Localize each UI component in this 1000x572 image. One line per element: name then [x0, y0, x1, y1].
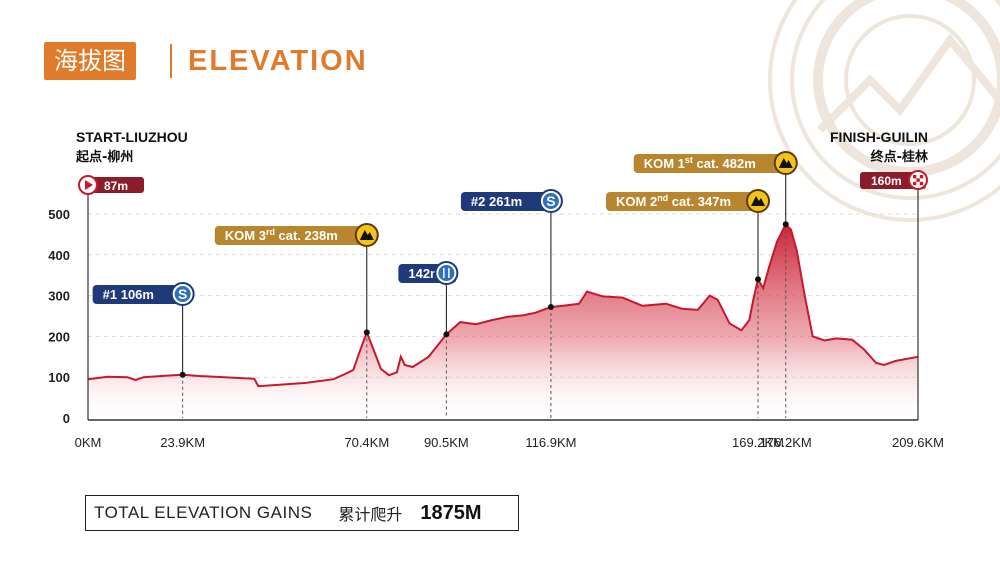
page-title: ELEVATION	[188, 45, 368, 77]
marker-label: #1 106m S	[92, 282, 195, 306]
marker-text: KOM 2nd cat. 347m	[616, 193, 731, 209]
total-elevation-box: TOTAL ELEVATION GAINS 累计爬升 1875M	[85, 495, 519, 531]
title-chinese: 海拔图	[44, 42, 136, 80]
marker-badge	[633, 154, 784, 173]
marker-badge	[214, 226, 365, 245]
marker-label: KOM 2nd cat. 347m	[606, 189, 771, 213]
marker-text: #2 261m	[471, 194, 522, 209]
y-tick-label: 200	[48, 329, 70, 344]
total-elevation-value: 1875M	[420, 501, 482, 524]
mountain-icon-shape	[778, 158, 793, 168]
marker-dot	[443, 331, 450, 338]
marker-dot	[363, 329, 370, 336]
marker-label: KOM 1st cat. 482m	[633, 151, 798, 175]
x-tick-label: 209.6KM	[892, 435, 944, 450]
finish-label-cn: 终点-桂林	[871, 149, 928, 165]
feed-icon-inner	[438, 265, 455, 281]
marker-label: KOM 3rd cat. 238m	[214, 223, 379, 247]
marker-label: 142m	[398, 261, 459, 285]
play-icon-triangle	[85, 180, 93, 190]
marker-text: KOM 1st cat. 482m	[644, 155, 756, 171]
x-axis-ticks: 0KM 23.9KM 70.4KM 90.5KM 116.9KM 169.2KM176.2…	[75, 435, 944, 450]
total-elevation-label: TOTAL ELEVATION GAINS	[94, 503, 313, 522]
sprint-s-icon: S	[178, 286, 187, 302]
x-tick-label: 0KM	[75, 435, 102, 450]
marker-badge	[92, 285, 181, 304]
marker-text: #1 106m	[103, 287, 154, 302]
marker-text: KOM 3rd cat. 238m	[225, 227, 338, 243]
elevation-area	[88, 224, 918, 418]
start-elevation: 87m	[104, 179, 128, 193]
start-elevation-badge	[82, 177, 144, 193]
finish-label: FINISH-GUILIN	[830, 129, 928, 145]
checkered-square	[919, 181, 924, 186]
y-tick-label: 500	[48, 207, 70, 222]
y-tick-label: 100	[48, 370, 70, 385]
start-label-cn: 起点-柳州	[75, 149, 133, 165]
checkered-square	[913, 181, 917, 186]
x-axis	[87, 180, 919, 421]
marker-text: 142m	[408, 266, 441, 281]
marker-dot	[755, 276, 762, 283]
marker-badge	[606, 192, 757, 211]
checkered-square	[919, 175, 924, 179]
start-finish: START-LIUZHOU 起点-柳州 87m FINISH-GUILIN 终点-桂林 1…	[75, 129, 928, 195]
x-tick-label: 116.9KM	[525, 435, 576, 450]
marker-dot	[782, 221, 789, 228]
checkered-square	[913, 175, 917, 179]
y-axis: 0 100 200 300 400 500	[48, 207, 70, 426]
marker-dot	[179, 371, 186, 378]
mountain-icon-shape	[751, 196, 766, 206]
sprint-s-icon: S	[546, 193, 555, 209]
sprint-icon-inner	[542, 193, 559, 209]
total-elevation-label-cn: 累计爬升	[338, 505, 403, 524]
checkered-square	[916, 178, 920, 182]
y-tick-label: 0	[63, 411, 70, 426]
y-tick-label: 300	[48, 289, 70, 304]
y-tick-label: 400	[48, 248, 70, 263]
sprint-icon-inner	[174, 286, 191, 302]
title-divider	[170, 44, 172, 78]
x-tick-label: 23.9KM	[160, 435, 205, 450]
markers: #1 106m S KOM 3rd cat. 238m 142m #2 261m S KOM…	[92, 151, 798, 418]
marker-label: #2 261m S	[460, 189, 563, 213]
x-tick-label: 90.5KM	[424, 435, 469, 450]
finish-elevation: 160m	[871, 174, 902, 188]
marker-dot	[547, 304, 554, 311]
x-tick-label: 176.2KM	[760, 435, 812, 450]
x-tick-label: 70.4KM	[344, 435, 389, 450]
start-label: START-LIUZHOU	[76, 129, 188, 145]
x-tick-label: 169.2KM	[732, 435, 784, 450]
marker-badge	[460, 192, 549, 211]
mountain-icon-shape	[359, 230, 374, 240]
